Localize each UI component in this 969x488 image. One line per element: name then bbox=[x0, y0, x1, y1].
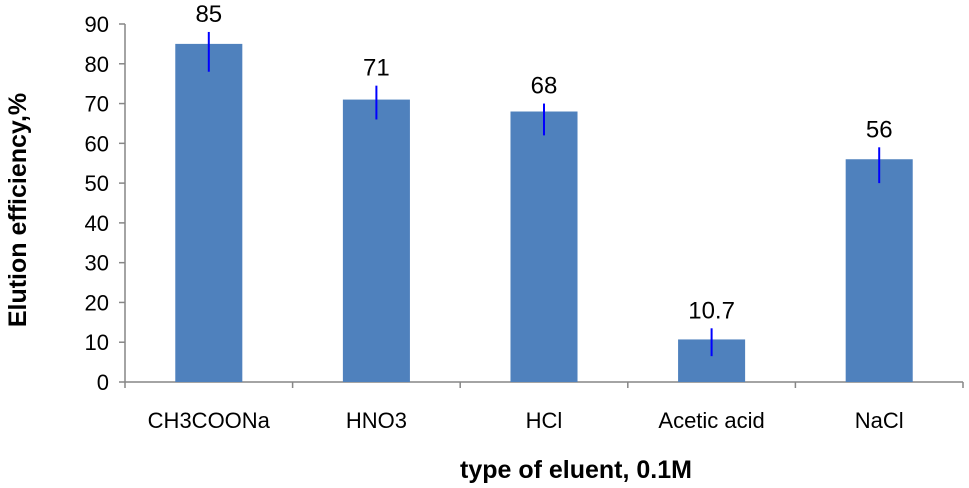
category-label: Acetic acid bbox=[658, 408, 764, 433]
y-tick-label: 80 bbox=[85, 52, 109, 77]
y-tick-label: 90 bbox=[85, 12, 109, 37]
y-tick-label: 40 bbox=[85, 211, 109, 236]
bar bbox=[845, 159, 913, 382]
x-axis-title: type of eluent, 0.1M bbox=[460, 456, 692, 484]
y-tick-label: 50 bbox=[85, 171, 109, 196]
category-label: HNO3 bbox=[346, 408, 407, 433]
error-bars bbox=[207, 31, 881, 357]
bar bbox=[175, 43, 243, 383]
y-axis-title: Elution efficiency,% bbox=[4, 93, 32, 327]
data-label: 68 bbox=[531, 73, 558, 100]
data-label: 85 bbox=[195, 1, 222, 28]
data-label: 56 bbox=[866, 116, 893, 143]
category-label: CH3COONa bbox=[148, 408, 271, 433]
y-tick-label: 70 bbox=[85, 92, 109, 117]
category-label: NaCl bbox=[855, 408, 904, 433]
data-label: 10.7 bbox=[688, 297, 735, 324]
data-labels: 85 71 68 10.7 56 bbox=[195, 1, 892, 324]
bar bbox=[342, 99, 410, 383]
y-tick-labels: 0 10 20 30 40 50 60 70 80 90 bbox=[85, 12, 125, 395]
y-tick-label: 20 bbox=[85, 290, 109, 315]
x-axis bbox=[124, 381, 964, 388]
data-label: 71 bbox=[363, 55, 390, 82]
category-label: HCl bbox=[526, 408, 563, 433]
category-labels: CH3COONa HNO3 HCl Acetic acid NaCl bbox=[148, 408, 904, 433]
bar bbox=[510, 111, 578, 382]
y-tick-label: 30 bbox=[85, 251, 109, 276]
y-tick-label: 60 bbox=[85, 131, 109, 156]
bars bbox=[175, 43, 913, 383]
y-tick-label: 0 bbox=[97, 370, 109, 395]
y-tick-label: 10 bbox=[85, 330, 109, 355]
